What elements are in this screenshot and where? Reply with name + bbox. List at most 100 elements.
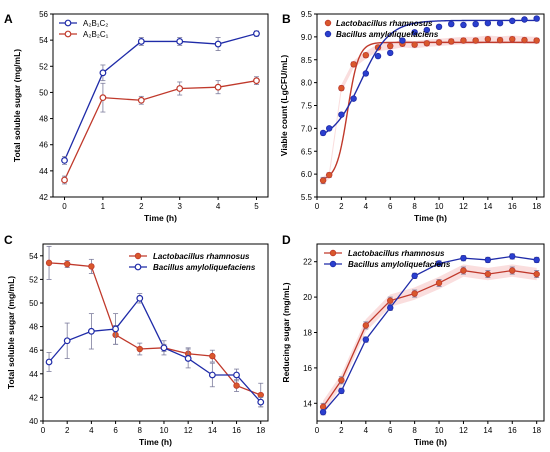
data-point [99,69,107,77]
x-axis-title: Time (h) [139,437,172,447]
x-tick-label: 1 [101,202,106,211]
data-point [496,19,504,27]
data-point [209,352,216,360]
legend-label: Bacillus amyloliquefaciens [153,263,256,272]
y-tick-label: 9.5 [301,10,313,19]
y-tick-label: 22 [303,258,312,267]
data-point [362,70,370,77]
data-point [253,30,260,38]
data-point [533,256,540,264]
data-point [423,40,431,47]
series-line [48,297,262,403]
x-tick-label: 4 [364,202,369,211]
data-point [338,387,345,395]
data-point [533,15,540,22]
plot-frame [52,13,269,198]
y-tick-label: 50 [39,88,48,97]
data-point [509,35,516,43]
data-point [61,156,68,164]
y-tick-label: 42 [29,393,38,402]
legend-label: Bacillus amyloliquefaciens [336,30,439,39]
y-tick-label: 56 [39,10,48,19]
x-tick-label: 16 [508,426,517,435]
data-point [319,403,327,411]
x-tick-label: 14 [483,426,492,435]
y-tick-label: 16 [303,364,312,373]
data-point [411,29,418,36]
legend-marker [324,19,332,27]
data-point [257,398,265,406]
y-tick-label: 6.0 [301,170,313,179]
data-point [319,177,327,184]
x-tick-label: 4 [364,426,369,435]
data-point [87,327,95,335]
legend-label: A₂B₁C₂ [83,19,108,28]
data-point [338,111,345,118]
y-tick-label: 46 [39,141,48,150]
y-tick-label: 52 [29,275,38,284]
data-point [374,52,382,60]
data-point [45,358,53,366]
data-point [435,279,443,287]
data-point [253,77,260,85]
panel-letter: D [282,233,291,247]
y-axis-title: Total soluble sugar (mg/mL) [12,49,22,162]
x-axis-title: Time (h) [414,437,447,447]
x-tick-label: 2 [339,426,344,435]
data-point [319,408,327,416]
legend-label: A₂B₂C₁ [83,30,109,39]
data-point [448,20,455,28]
legend-label: Lactobacillus rhamnosus [153,252,250,261]
data-point [176,85,184,92]
data-point [160,344,168,352]
x-tick-label: 4 [89,426,94,435]
y-tick-label: 54 [39,36,48,45]
y-tick-label: 18 [303,329,312,338]
series-band [323,35,537,185]
data-point [137,38,145,45]
legend-label: Bacillus amyloliquefaciens [348,260,451,269]
data-point [233,382,240,389]
legend-marker [134,263,142,271]
legend-marker [329,249,337,257]
x-tick-label: 18 [256,426,265,435]
y-tick-label: 50 [29,299,38,308]
data-point [214,83,222,91]
panel-letter: B [282,12,291,26]
y-tick-label: 5.5 [301,193,313,202]
data-point [533,37,540,44]
x-tick-label: 8 [412,202,417,211]
x-tick-label: 0 [62,202,67,211]
x-tick-label: 4 [216,202,221,211]
legend-label: Lactobacillus rhamnosus [336,19,433,28]
data-point [362,336,370,343]
x-tick-label: 0 [315,202,320,211]
data-point [460,267,467,274]
data-point [423,26,431,34]
data-point [61,176,68,184]
x-tick-label: 14 [483,202,492,211]
data-point [399,37,406,44]
data-point [460,254,467,262]
series-line [322,255,537,413]
y-axis-title: Viable count (LgCFU/mL) [279,55,289,157]
data-point [362,51,370,59]
y-tick-label: 44 [29,370,38,379]
y-tick-label: 8.5 [301,56,313,65]
x-tick-label: 18 [532,202,541,211]
series-line [49,262,261,396]
data-point [411,290,418,297]
legend-marker [324,30,332,38]
x-tick-label: 6 [388,426,393,435]
x-tick-label: 2 [339,202,344,211]
y-axis-title: Reducing sugar (mg/mL) [281,282,291,382]
x-tick-label: 8 [138,426,143,435]
data-point [350,95,357,102]
x-tick-label: 10 [160,426,169,435]
x-tick-label: 16 [508,202,517,211]
y-tick-label: 20 [303,293,312,302]
x-tick-label: 2 [65,426,70,435]
legend-label: Lactobacillus rhamnosus [348,249,445,258]
data-point [509,253,516,260]
x-tick-label: 0 [315,426,320,435]
